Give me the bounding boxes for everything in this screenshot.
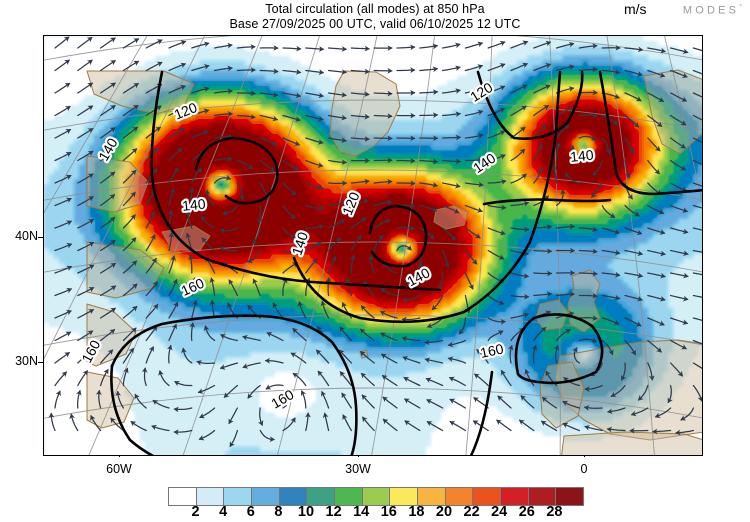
- colorbar-tick-8: 8: [274, 504, 283, 520]
- axis-label-30n: 30N: [15, 354, 38, 368]
- axis-label-40n: 40N: [15, 229, 38, 243]
- colorbar-swatch-13: [528, 488, 557, 505]
- colorbar-unit-label: m/s: [624, 1, 647, 17]
- brand-mark: °: [739, 4, 742, 11]
- colorbar-tick-28: 28: [546, 504, 563, 520]
- modes-logo: MODES°: [683, 4, 742, 17]
- colorbar-tick-16: 16: [380, 504, 397, 520]
- colorbar-swatch-11: [473, 488, 502, 505]
- colorbar-tick-24: 24: [491, 504, 508, 520]
- colorbar-swatch-14: [556, 488, 584, 505]
- colorbar-swatch-5: [307, 488, 336, 505]
- colorbar-tick-labels: 2 4 6 8 10 12 14 16 18 20 22 24 26 28: [0, 504, 750, 522]
- colorbar-tick-14: 14: [353, 504, 370, 520]
- brand-text: MODES: [682, 4, 740, 17]
- colorbar-swatch-3: [252, 488, 280, 505]
- axis-tick-30n: [38, 362, 45, 364]
- wind-arrows: [48, 36, 702, 448]
- colorbar-swatch-1: [196, 488, 225, 505]
- streamfunction-contours: [110, 70, 702, 455]
- colorbar-tick-12: 12: [325, 504, 342, 520]
- colorbar-tick-4: 4: [219, 504, 228, 520]
- colorbar-swatch-6: [335, 488, 363, 505]
- colorbar: [168, 487, 584, 506]
- colorbar-swatch-0: [169, 488, 197, 505]
- map-panel: 120 120 140 140 140 140 120 120 140 140 140 140 120 1…: [43, 35, 703, 456]
- title-line-2: Base 27/09/2025 00 UTC, valid 06/10/2025…: [229, 17, 521, 31]
- colorbar-tick-18: 18: [408, 504, 425, 520]
- colorbar-tick-20: 20: [435, 504, 453, 520]
- colorbar-swatch-7: [362, 488, 391, 505]
- colorbar-tick-6: 6: [246, 504, 255, 520]
- map-frame: 120 120 140 140 140 140 120 120 140 140 140 140 120 1…: [43, 35, 703, 456]
- colorbar-tick-10: 10: [297, 504, 315, 520]
- colorbar-swatch-9: [418, 488, 446, 505]
- colorbar-swatch-4: [279, 488, 308, 505]
- axis-tick-40n: [38, 237, 45, 239]
- colorbar-swatch-8: [390, 488, 419, 505]
- title-line-1: Total circulation (all modes) at 850 hPa: [265, 2, 485, 16]
- colorbar-swatch-10: [445, 488, 474, 505]
- figure-title: Total circulation (all modes) at 850 hPa…: [0, 2, 750, 32]
- colorbar-tick-2: 2: [191, 504, 200, 520]
- colorbar-tick-22: 22: [463, 504, 480, 520]
- colorbar-swatch-2: [224, 488, 253, 505]
- colorbar-swatch-12: [501, 488, 529, 505]
- colorbar-tick-26: 26: [518, 504, 535, 520]
- axis-label-30w: 30W: [345, 462, 371, 476]
- axis-label-0: 0: [580, 462, 588, 476]
- axis-label-60w: 60W: [106, 462, 132, 476]
